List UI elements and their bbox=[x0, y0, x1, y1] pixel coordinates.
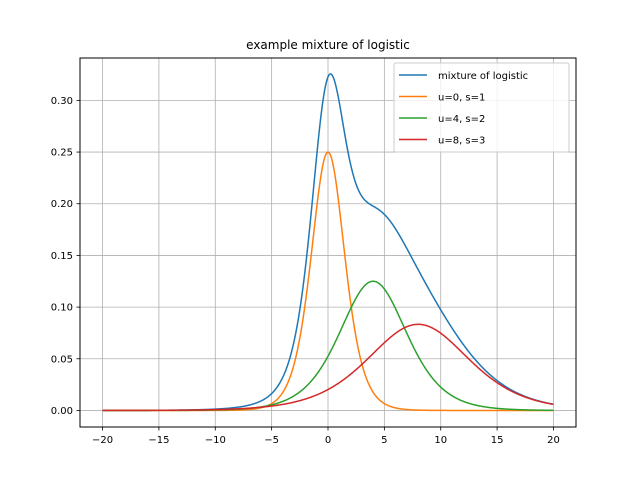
x-tick-label: 0 bbox=[325, 435, 331, 446]
y-tick-label: 0.00 bbox=[51, 406, 73, 417]
legend-box bbox=[393, 62, 570, 153]
legend-label: u=0, s=1 bbox=[438, 93, 485, 104]
series-lines bbox=[102, 73, 554, 412]
x-tick-label: −20 bbox=[92, 435, 113, 446]
x-tick-label: 15 bbox=[491, 435, 504, 446]
x-tick-label: −15 bbox=[148, 435, 169, 446]
legend-label: u=4, s=2 bbox=[438, 114, 485, 125]
legend-label: u=8, s=3 bbox=[438, 136, 485, 147]
y-tick-label: 0.05 bbox=[51, 354, 73, 365]
x-tick-label: −10 bbox=[205, 435, 226, 446]
legend: mixture of logistic u=0, s=1 u=4, s=2 u=8, … bbox=[393, 62, 570, 153]
x-axis: −20 −15 −10 −5 0 5 10 15 20 bbox=[92, 427, 560, 446]
x-tick-label: 5 bbox=[381, 435, 387, 446]
y-tick-label: 0.10 bbox=[51, 303, 73, 314]
y-tick-label: 0.15 bbox=[51, 251, 73, 262]
x-tick-label: −5 bbox=[264, 435, 279, 446]
x-tick-label: 20 bbox=[547, 435, 560, 446]
x-tick-label: 10 bbox=[434, 435, 447, 446]
legend-label: mixture of logistic bbox=[438, 71, 528, 82]
y-tick-label: 0.20 bbox=[51, 199, 73, 210]
y-axis: 0.00 0.05 0.10 0.15 0.20 0.25 0.30 bbox=[51, 96, 80, 417]
chart-title: example mixture of logistic bbox=[246, 38, 410, 52]
y-tick-label: 0.30 bbox=[51, 96, 73, 107]
y-tick-label: 0.25 bbox=[51, 148, 73, 159]
series-line-4 bbox=[102, 323, 554, 412]
